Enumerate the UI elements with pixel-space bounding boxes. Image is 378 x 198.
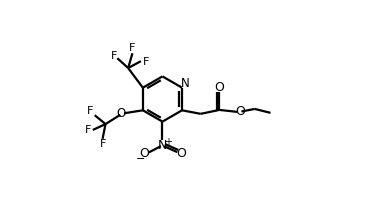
Text: N: N — [158, 139, 167, 152]
Text: O: O — [214, 81, 224, 94]
Text: F: F — [87, 106, 94, 116]
Text: F: F — [111, 51, 117, 61]
Text: −: − — [136, 154, 146, 164]
Text: O: O — [177, 147, 186, 160]
Text: N: N — [181, 77, 190, 90]
Text: F: F — [85, 125, 91, 135]
Text: O: O — [236, 105, 246, 118]
Text: F: F — [99, 139, 106, 149]
Text: +: + — [164, 137, 172, 147]
Text: F: F — [129, 43, 136, 53]
Text: O: O — [139, 147, 149, 160]
Text: O: O — [116, 107, 125, 120]
Text: F: F — [143, 57, 149, 67]
